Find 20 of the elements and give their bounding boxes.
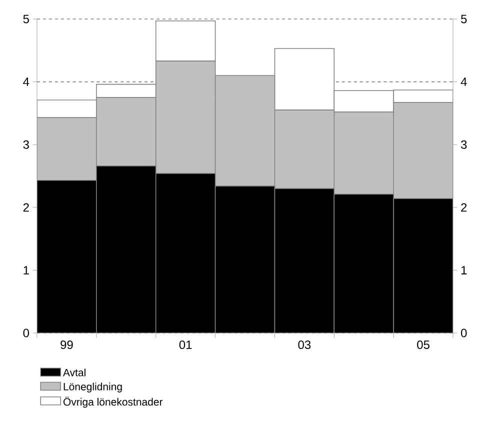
y-tick-label: 5	[23, 14, 29, 24]
y2-tick-label: 5	[461, 14, 467, 24]
y-tick-label: 1	[24, 266, 29, 274]
bar	[96, 84, 156, 98]
x-tick-label: 99	[60, 340, 73, 350]
x-tick-label: 01	[179, 340, 192, 350]
y-tick-label: 2	[23, 203, 29, 212]
y2-tick-label: 4	[460, 78, 467, 86]
y2-tick-label: 0	[461, 328, 467, 338]
x-tick-label: 03	[298, 340, 311, 350]
y2-tick-label: 2	[461, 203, 467, 212]
y2-tick-label: 1	[461, 266, 467, 274]
y-tick-label: 4	[23, 78, 30, 86]
legend-label: Löneglidning	[64, 382, 122, 392]
legend-label: Övriga lönekostnader	[63, 396, 163, 408]
y-tick-label: 3	[23, 140, 29, 149]
x-tick-label: 05	[417, 340, 430, 350]
y-tick-label: 0	[23, 328, 30, 338]
legend-label: Avtal	[63, 368, 86, 376]
y2-tick-label: 3	[460, 140, 467, 149]
